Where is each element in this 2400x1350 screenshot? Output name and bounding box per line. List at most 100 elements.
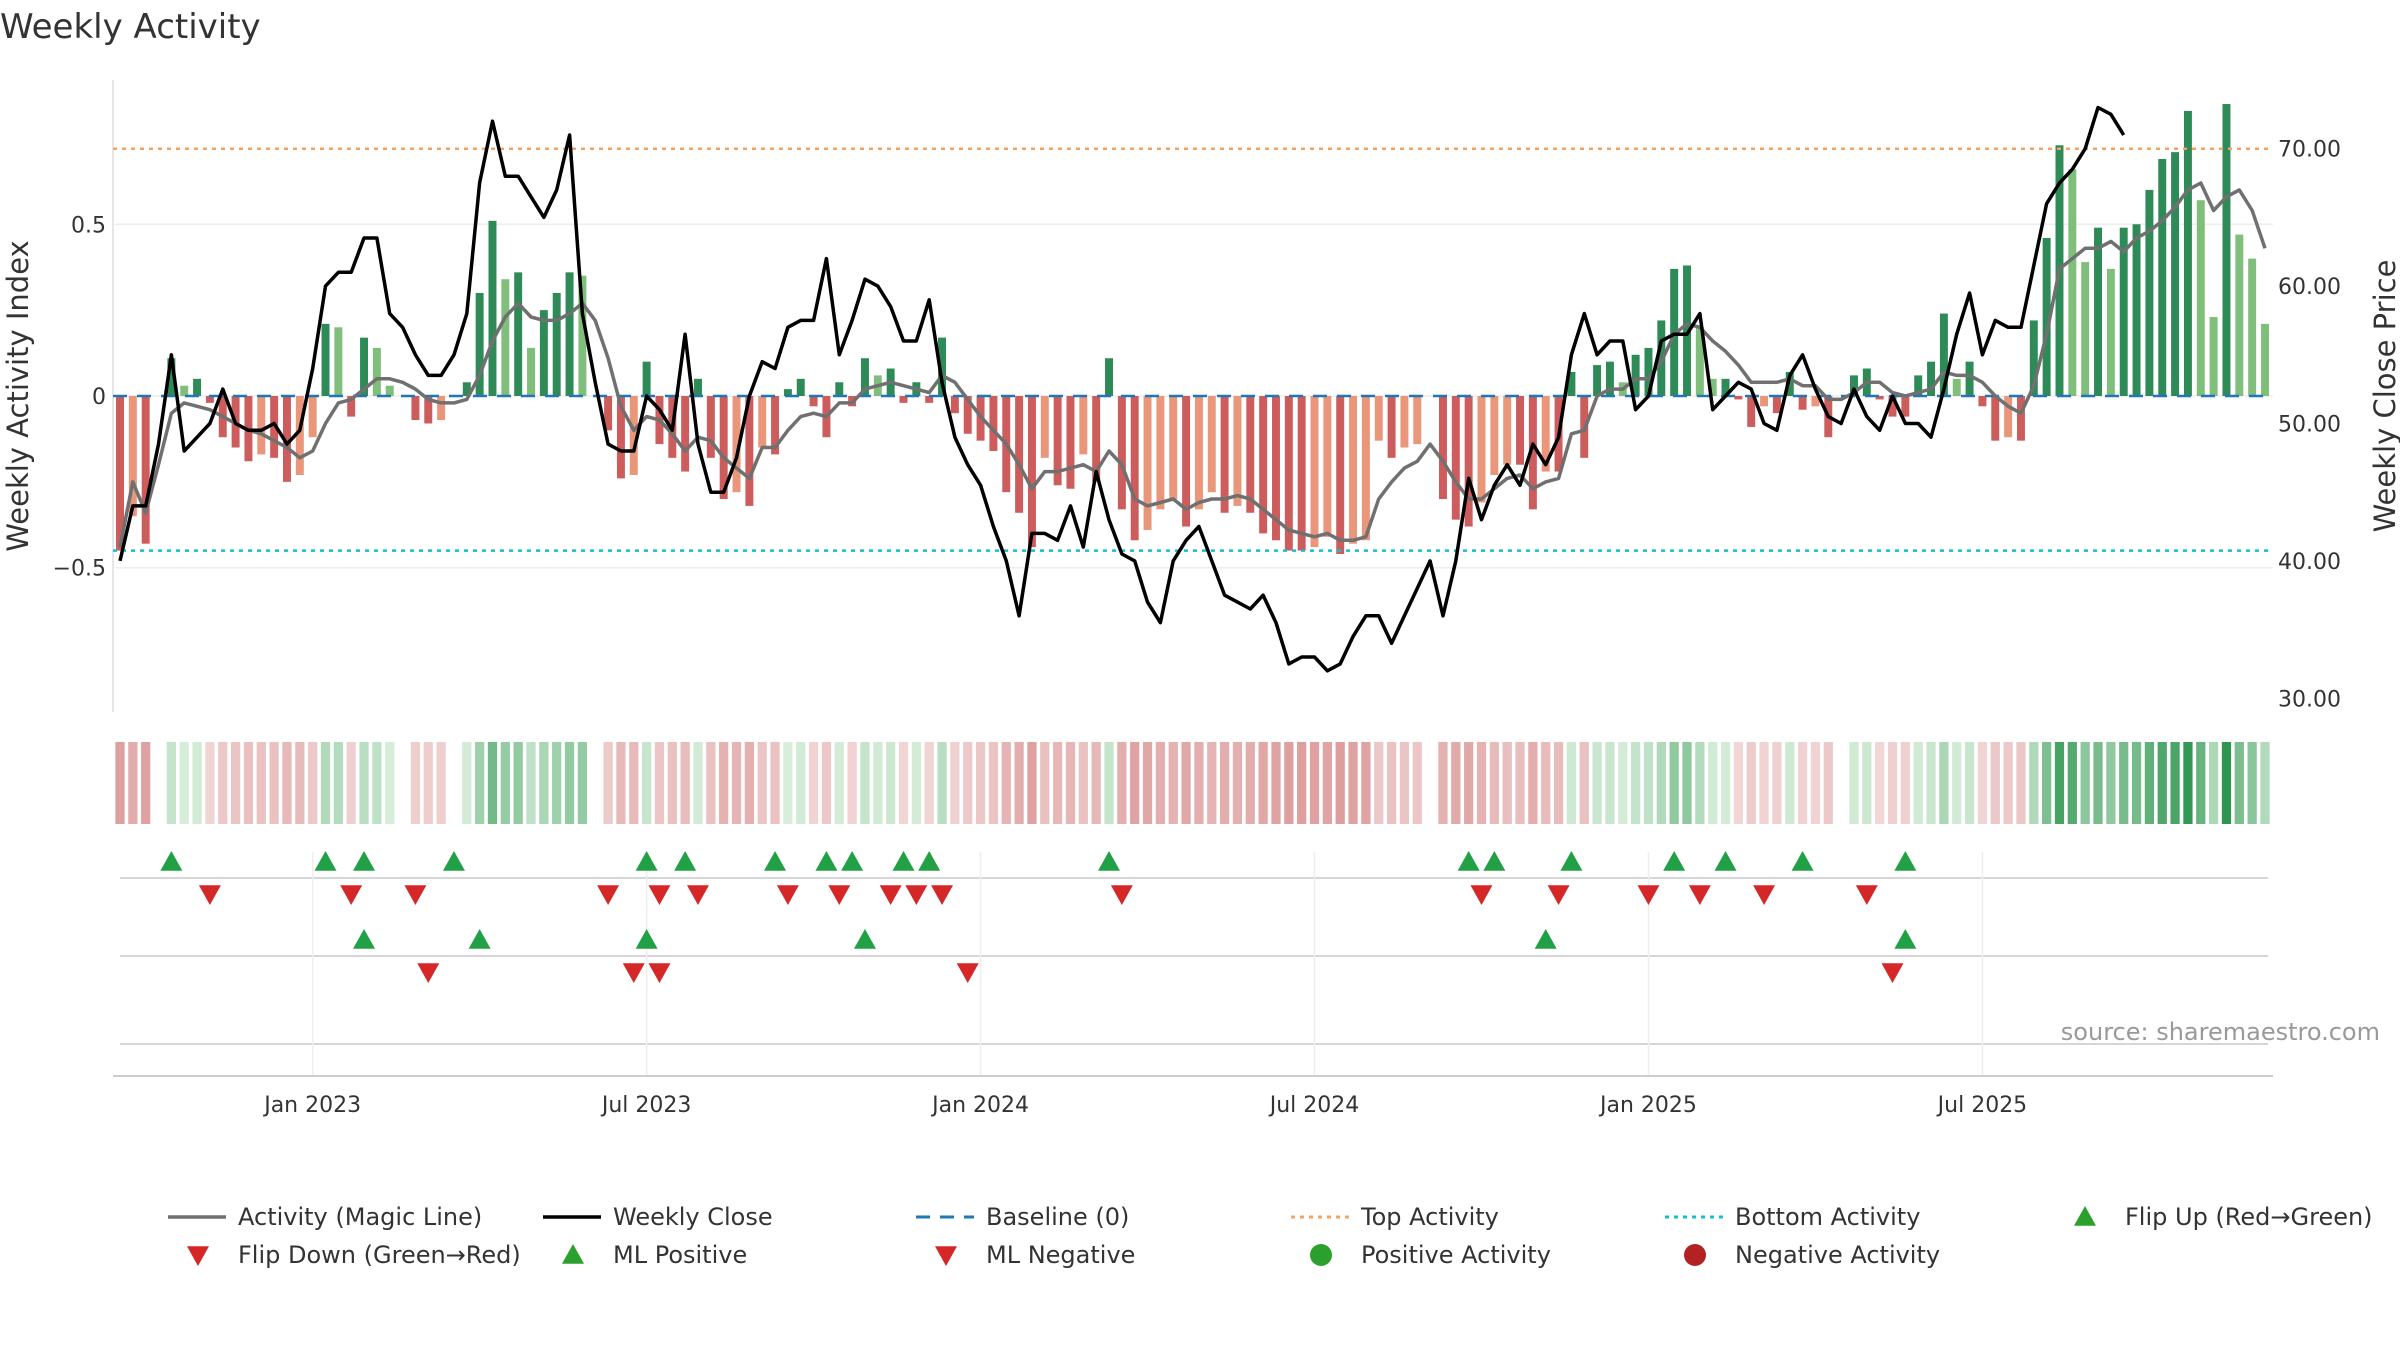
- heat-cell: [886, 742, 896, 824]
- flip-down-marker: [686, 885, 709, 905]
- activity-bar: [411, 396, 420, 421]
- activity-bar: [1888, 396, 1897, 417]
- signal-gridlines: [120, 852, 2268, 1076]
- activity-bar: [1374, 396, 1383, 441]
- activity-bar: [424, 396, 433, 424]
- heat-cell: [1489, 742, 1499, 824]
- activity-bar: [2119, 227, 2128, 396]
- activity-bar: [2222, 104, 2231, 396]
- flip-up-marker: [1894, 851, 1917, 871]
- heat-cell: [731, 742, 742, 824]
- heat-cell: [1335, 742, 1345, 824]
- legend-swatch: [187, 1246, 209, 1266]
- weekly-close-series: [118, 105, 2126, 673]
- flip-up-marker: [1714, 851, 1737, 871]
- activity-bar: [1361, 396, 1370, 541]
- flip-down-marker: [931, 885, 954, 905]
- activity-bar: [1683, 265, 1691, 396]
- activity-bar: [1156, 396, 1165, 510]
- heat-cell: [1746, 742, 1756, 824]
- heat-cell: [410, 742, 421, 824]
- heat-cell: [1926, 742, 1936, 824]
- activity-bar: [963, 396, 972, 434]
- activity-bar: [796, 378, 805, 396]
- flip-down-marker: [905, 885, 928, 905]
- flip-markers: [160, 851, 1917, 905]
- flip-up-marker: [635, 851, 658, 871]
- heat-cell: [564, 742, 575, 824]
- heat-cell: [1605, 742, 1615, 824]
- activity-bar: [2235, 234, 2244, 396]
- activity-bar: [270, 396, 279, 458]
- activity-bar: [2132, 224, 2141, 396]
- legend-swatch: [2074, 1206, 2096, 1226]
- activity-bar: [257, 396, 266, 455]
- activity-bar: [860, 358, 869, 396]
- activity-bar: [1387, 396, 1396, 458]
- activity-bar: [1991, 396, 2000, 441]
- flip-down-marker: [828, 885, 851, 905]
- activity-bar: [1631, 354, 1640, 396]
- activity-bar: [771, 396, 780, 455]
- heat-cell: [616, 742, 626, 824]
- activity-bar: [2016, 396, 2025, 441]
- signal-panel: Jan 2023 Jul 2023 Jan 2024 Jul 2024 Jan 2025…: [113, 851, 2380, 1118]
- heat-cell: [808, 742, 819, 824]
- heat-cell: [1142, 742, 1153, 824]
- activity-bar: [1194, 396, 1203, 510]
- activity-bar: [1246, 396, 1255, 513]
- activity-bar: [1438, 396, 1447, 500]
- heat-cell: [1553, 742, 1564, 824]
- ml-negative-marker: [648, 963, 671, 983]
- activity-bar: [1336, 396, 1345, 554]
- heat-cell: [115, 742, 125, 824]
- flip-up-marker: [841, 851, 864, 871]
- heat-cell: [744, 742, 754, 824]
- x-tick-label: Jan 2024: [930, 1093, 1029, 1118]
- activity-bar: [116, 396, 124, 551]
- activity-bar: [385, 385, 394, 396]
- heat-cell: [2042, 742, 2052, 824]
- activity-bar: [1053, 396, 1062, 486]
- y-tick-label: 0.5: [71, 213, 106, 238]
- heat-cell: [526, 742, 536, 824]
- activity-bar: [642, 361, 651, 396]
- activity-bar: [1939, 313, 1948, 396]
- heat-cell: [590, 742, 600, 824]
- heat-cell: [1990, 742, 2000, 824]
- heat-cell: [462, 742, 472, 824]
- activity-bar: [1015, 396, 1024, 513]
- legend-item: ML Negative: [935, 1241, 1135, 1269]
- heat-cell: [1579, 742, 1589, 824]
- heat-cell: [1130, 742, 1140, 824]
- heat-cell: [128, 742, 138, 824]
- ml-positive-marker: [1534, 929, 1557, 949]
- heat-cell: [629, 742, 639, 824]
- heat-cell: [1040, 742, 1050, 824]
- ml-markers: [353, 929, 1917, 983]
- flip-up-marker: [918, 851, 941, 871]
- activity-bar: [1105, 358, 1113, 396]
- activity-bar: [1297, 396, 1306, 551]
- heat-cell: [1643, 742, 1654, 824]
- heat-cell: [1194, 742, 1204, 824]
- legend-swatch: [562, 1244, 584, 1264]
- activity-bar: [141, 396, 150, 544]
- activity-bar: [2029, 320, 2038, 396]
- activity-bar: [1644, 347, 1653, 396]
- y2-axis-label: Weekly Close Price: [2368, 260, 2400, 533]
- activity-bar: [2209, 317, 2218, 396]
- activity-bar: [1182, 396, 1191, 527]
- heat-cell: [2029, 742, 2039, 824]
- heat-cell: [1464, 742, 1474, 824]
- heat-cell: [513, 742, 523, 824]
- heat-cell: [911, 742, 921, 824]
- heat-cell: [243, 742, 254, 824]
- activity-bar: [1760, 396, 1769, 407]
- flip-down-marker: [1637, 885, 1660, 905]
- activity-bar: [527, 347, 535, 396]
- legend-item: Weekly Close: [543, 1203, 773, 1231]
- activity-bar: [578, 275, 587, 396]
- legend-label: Negative Activity: [1735, 1241, 1940, 1269]
